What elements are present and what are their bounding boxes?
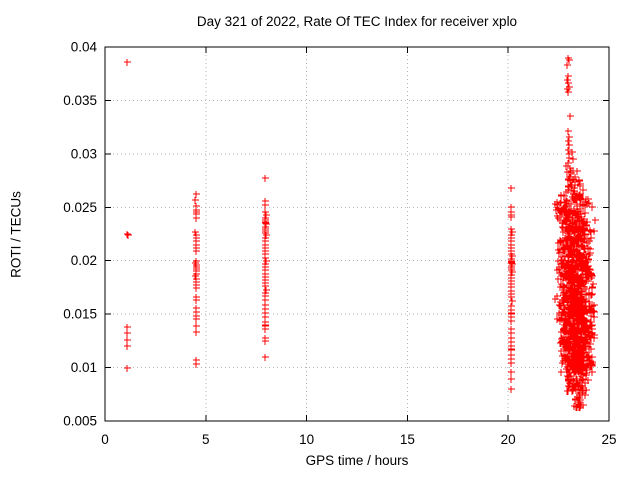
y-tick-label: 0.03 [71, 146, 97, 161]
x-tick-label: 0 [101, 432, 109, 447]
plot-border [104, 46, 610, 422]
chart-title: Day 321 of 2022, Rate Of TEC Index for r… [196, 14, 518, 29]
y-tick-label: 0.035 [63, 93, 97, 108]
x-tick-label: 15 [400, 432, 415, 447]
data-points [124, 55, 599, 411]
y-tick-label: 0.04 [71, 40, 98, 55]
x-tick-label: 10 [299, 432, 314, 447]
x-tick-label: 20 [501, 432, 516, 447]
x-axis-label: GPS time / hours [305, 453, 409, 468]
x-tick-label: 25 [601, 432, 616, 447]
y-tick-label: 0.005 [63, 414, 97, 429]
y-tick-label: 0.025 [63, 200, 97, 215]
x-tick-label: 5 [202, 432, 210, 447]
y-tick-label: 0.015 [63, 307, 97, 322]
y-tick-label: 0.02 [71, 253, 97, 268]
y-tick-label: 0.01 [71, 360, 97, 375]
